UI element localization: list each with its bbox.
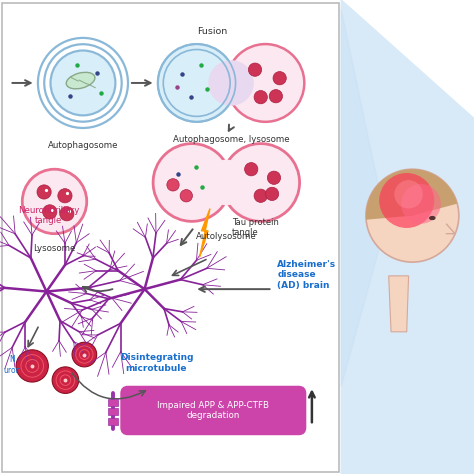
Circle shape (58, 189, 72, 203)
Circle shape (366, 169, 459, 262)
Ellipse shape (429, 216, 436, 220)
Circle shape (401, 184, 441, 224)
Circle shape (227, 44, 304, 122)
Circle shape (158, 44, 236, 122)
FancyBboxPatch shape (2, 3, 339, 472)
Circle shape (72, 342, 97, 367)
FancyBboxPatch shape (121, 387, 305, 434)
Polygon shape (341, 0, 474, 474)
Circle shape (248, 63, 262, 76)
Polygon shape (389, 276, 409, 332)
Circle shape (203, 160, 249, 205)
Circle shape (254, 91, 267, 104)
Circle shape (208, 60, 254, 106)
Text: Lysosome: Lysosome (33, 244, 76, 253)
Circle shape (180, 190, 192, 202)
Text: Fusion: Fusion (197, 27, 227, 36)
Text: Alzheimer's
disease
(AD) brain: Alzheimer's disease (AD) brain (277, 260, 337, 290)
Bar (108, 418, 118, 425)
Circle shape (379, 173, 434, 228)
Text: Impaired APP & APP-CTFB
degradation: Impaired APP & APP-CTFB degradation (157, 401, 269, 420)
Polygon shape (341, 9, 386, 386)
Text: Neurofibrillary
tangle: Neurofibrillary tangle (18, 206, 80, 225)
Text: N
uron: N uron (3, 356, 20, 374)
Circle shape (394, 180, 423, 209)
Ellipse shape (66, 73, 95, 89)
Circle shape (60, 207, 74, 221)
Bar (108, 399, 118, 406)
Polygon shape (200, 209, 210, 257)
Wedge shape (366, 169, 457, 220)
Circle shape (245, 163, 258, 176)
Circle shape (37, 185, 51, 199)
Circle shape (254, 189, 267, 202)
Circle shape (16, 350, 48, 382)
Circle shape (52, 367, 79, 393)
Circle shape (269, 90, 283, 103)
Text: Tau protein
tangle: Tau protein tangle (232, 218, 279, 237)
Circle shape (43, 205, 57, 219)
Circle shape (51, 52, 114, 115)
Bar (108, 408, 118, 415)
Circle shape (153, 144, 231, 221)
Text: Autophagosome, lysosome: Autophagosome, lysosome (173, 135, 290, 144)
Text: Disintegrating
microtubule: Disintegrating microtubule (119, 353, 193, 373)
Circle shape (222, 144, 300, 221)
Circle shape (265, 187, 279, 201)
Text: Autolysosome: Autolysosome (196, 232, 257, 241)
Circle shape (22, 169, 87, 234)
Text: Autophagosome: Autophagosome (48, 141, 118, 150)
Circle shape (267, 171, 281, 184)
Circle shape (273, 72, 286, 85)
Circle shape (167, 179, 179, 191)
